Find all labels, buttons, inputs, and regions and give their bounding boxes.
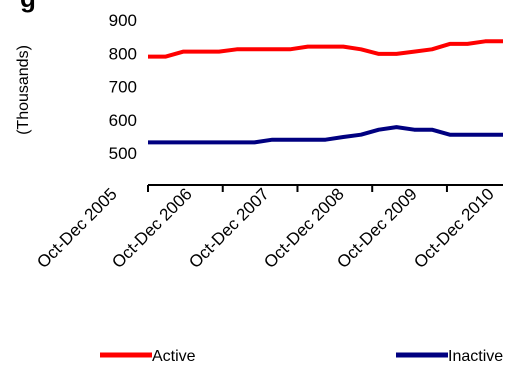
y-axis-label: (Thousands)	[15, 45, 32, 135]
legend-label-active: Active	[152, 348, 196, 365]
y-tick-label: 700	[109, 78, 137, 97]
y-tick-label: 600	[109, 111, 137, 130]
legend-label-inactive: Inactive	[448, 348, 503, 365]
x-tick-label: Oct-Dec 2010	[410, 184, 498, 272]
series-line-inactive	[148, 125, 503, 145]
series-line-active	[148, 39, 503, 59]
series-lines	[148, 39, 503, 145]
y-tick-label: 900	[109, 11, 137, 30]
chart-title-fragment: g	[20, 0, 36, 13]
y-tick-label: 500	[109, 144, 137, 163]
legend: Active Inactive	[100, 348, 503, 365]
x-tick-label: Oct-Dec 2006	[108, 184, 196, 272]
y-axis-ticks: 500 600 700 800 900	[109, 11, 137, 163]
y-tick-label: 800	[109, 44, 137, 63]
